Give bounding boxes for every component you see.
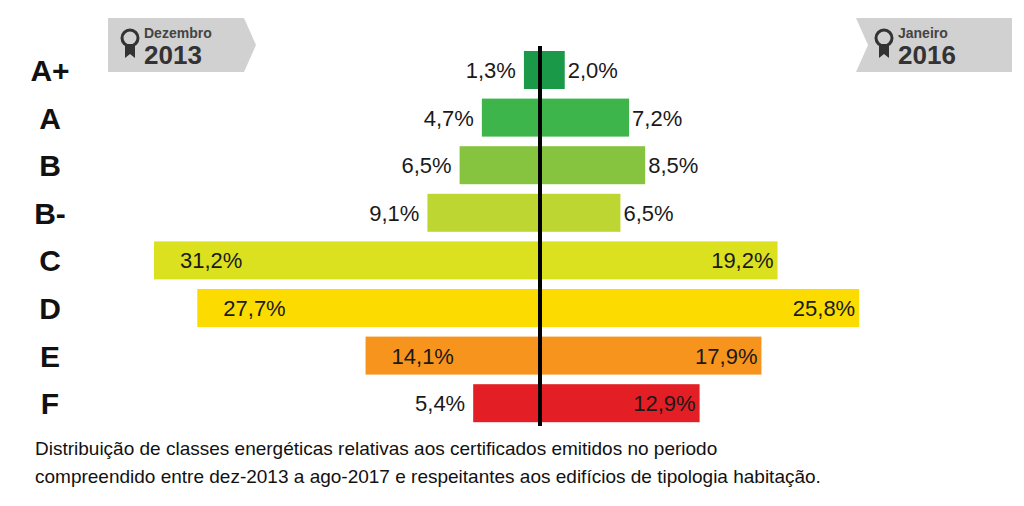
category-label: E xyxy=(40,340,60,373)
data-labels: 1,3% 4,7% 6,5% 9,1% 31,2% 27,7% 14,1% 5,4% 2,0% 7… xyxy=(180,58,855,416)
bar xyxy=(540,194,620,232)
badge-icon xyxy=(125,44,135,58)
data-label: 5,4% xyxy=(415,391,465,416)
center-line xyxy=(538,46,542,426)
data-label: 31,2% xyxy=(180,248,242,273)
badge-shape xyxy=(856,18,1012,72)
badge-icon xyxy=(876,30,892,46)
chart: 1,3% 4,7% 6,5% 9,1% 31,2% 27,7% 14,1% 5,4% 2,0% 7… xyxy=(0,0,1024,506)
bar xyxy=(540,146,645,184)
bar xyxy=(540,241,778,279)
data-label: 14,1% xyxy=(392,344,454,369)
data-label: 9,1% xyxy=(369,201,419,226)
badge-shape xyxy=(108,18,256,72)
data-label: 6,5% xyxy=(623,201,673,226)
category-label: D xyxy=(39,292,61,325)
bar xyxy=(540,289,859,327)
bar xyxy=(154,241,540,279)
category-label: B- xyxy=(34,197,66,230)
bar xyxy=(366,337,540,375)
bar xyxy=(460,146,540,184)
data-label: 2,0% xyxy=(568,58,618,83)
data-label: 12,9% xyxy=(633,391,695,416)
bar xyxy=(197,289,540,327)
legend-label: Janeiro xyxy=(898,25,948,41)
category-label: A xyxy=(39,102,61,135)
data-label: 27,7% xyxy=(223,296,285,321)
bars xyxy=(154,51,859,422)
bar xyxy=(482,99,540,137)
category-label: F xyxy=(41,387,59,420)
badge-icon xyxy=(122,30,138,46)
legend-badge: Dezembro2013 xyxy=(108,18,256,72)
data-label: 8,5% xyxy=(648,153,698,178)
bar xyxy=(540,51,565,89)
data-label: 6,5% xyxy=(401,153,451,178)
data-label: 17,9% xyxy=(695,344,757,369)
legend-label: 2013 xyxy=(144,40,202,70)
bar xyxy=(540,337,761,375)
data-label: 7,2% xyxy=(632,106,682,131)
bar xyxy=(427,194,540,232)
category-label: B xyxy=(39,149,61,182)
legend-badge: Janeiro2016 xyxy=(856,18,1012,72)
bar xyxy=(540,384,700,422)
caption: compreendido entre dez-2013 a ago-2017 e… xyxy=(35,466,821,487)
category-label: C xyxy=(39,244,61,277)
data-label: 19,2% xyxy=(711,248,773,273)
data-label: 25,8% xyxy=(793,296,855,321)
category-label: A+ xyxy=(30,54,69,87)
data-label: 4,7% xyxy=(424,106,474,131)
legend-label: Dezembro xyxy=(144,25,212,41)
badge-icon xyxy=(879,44,889,58)
bar xyxy=(473,384,540,422)
legend-label: 2016 xyxy=(898,40,956,70)
bar xyxy=(540,99,629,137)
bar xyxy=(524,51,540,89)
data-label: 1,3% xyxy=(466,58,516,83)
caption: Distribuição de classes energéticas rela… xyxy=(35,438,717,459)
